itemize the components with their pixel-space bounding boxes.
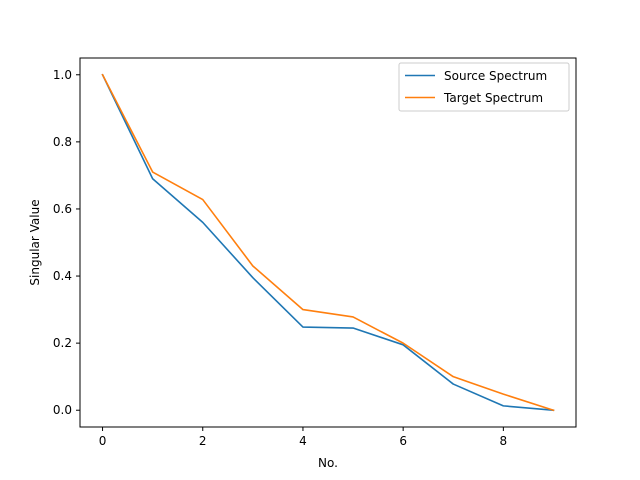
legend-box	[398, 62, 570, 112]
y-tick-label: 1.0	[53, 68, 72, 82]
x-tick-label: 6	[399, 434, 407, 448]
y-axis: 0.0 0.2 0.4 0.6 0.8 1.0	[53, 68, 80, 417]
x-axis-label: No.	[318, 456, 338, 470]
y-tick-label: 0.6	[53, 202, 72, 216]
legend: Source Spectrum Target Spectrum	[398, 62, 570, 112]
legend-label-target-spectrum: Target Spectrum	[443, 91, 543, 105]
x-tick-label: 2	[199, 434, 207, 448]
series-layer	[101, 73, 555, 412]
legend-label-source-spectrum: Source Spectrum	[444, 69, 547, 83]
x-tick-label: 0	[99, 434, 107, 448]
x-tick-label: 8	[500, 434, 508, 448]
y-tick-label: 0.4	[53, 269, 72, 283]
x-tick-label: 4	[299, 434, 307, 448]
series-line-target-spectrum	[101, 73, 555, 412]
x-axis: 0 2 4 6 8	[99, 427, 507, 448]
y-tick-label: 0.0	[53, 403, 72, 417]
plot-frame	[79, 57, 577, 428]
y-tick-label: 0.8	[53, 135, 72, 149]
series-line-source-spectrum	[101, 73, 555, 412]
y-axis-label: Singular Value	[28, 199, 42, 285]
y-tick-label: 0.2	[53, 336, 72, 350]
